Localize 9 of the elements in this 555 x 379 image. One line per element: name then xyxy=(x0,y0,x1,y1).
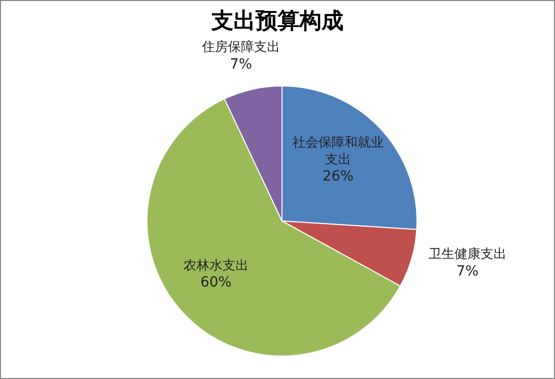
slice-label: 住房保障支出 xyxy=(201,39,280,56)
data-label: 60% xyxy=(200,274,232,291)
slice-label: 农林水支出 xyxy=(183,258,248,274)
data-label: 7% xyxy=(230,56,252,72)
slice-label: 社会保障和就业支出 xyxy=(292,135,384,168)
chart-title: 支出预算构成 xyxy=(210,8,344,36)
data-label: 7% xyxy=(456,263,479,280)
slice-label: 卫生健康支出 xyxy=(428,247,506,262)
data-label: 26% xyxy=(322,168,354,185)
